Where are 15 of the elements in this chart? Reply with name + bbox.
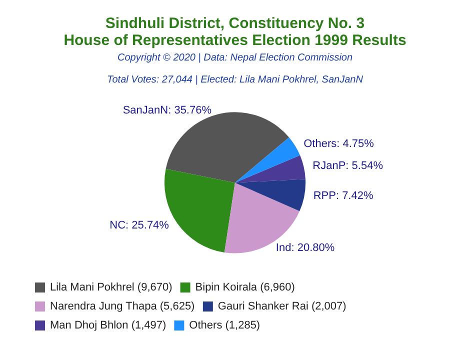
data-label: RJanP: 5.54% xyxy=(312,160,384,172)
legend-label: Lila Mani Pokhrel (9,670) xyxy=(50,282,172,294)
chart-title: Sindhuli District, Constituency No. 3 House of Representatives Election 1999 Results xyxy=(64,15,406,49)
legend-label: Bipin Koirala (6,960) xyxy=(195,282,295,294)
data-label: SanJanN: 35.76% xyxy=(122,104,212,116)
chart-subtitle: Total Votes: 27,044 | Elected: Lila Mani Pokhrel, SanJanN xyxy=(107,74,364,86)
data-label: RPP: 7.42% xyxy=(313,190,374,202)
legend-label: Gauri Shanker Rai (2,007) xyxy=(218,300,346,312)
data-label: Others: 4.75% xyxy=(304,138,374,150)
legend-label: Narendra Jung Thapa (5,625) xyxy=(50,300,195,312)
data-label: Ind: 20.80% xyxy=(276,242,335,254)
text: Copyright © 2020 | Data: Nepal Election Commission xyxy=(117,52,353,64)
legend-label: Others (1,285) xyxy=(189,320,260,332)
legend-label: Man Dhoj Bhlon (1,497) xyxy=(50,320,166,332)
data-label: NC: 25.74% xyxy=(110,220,170,232)
